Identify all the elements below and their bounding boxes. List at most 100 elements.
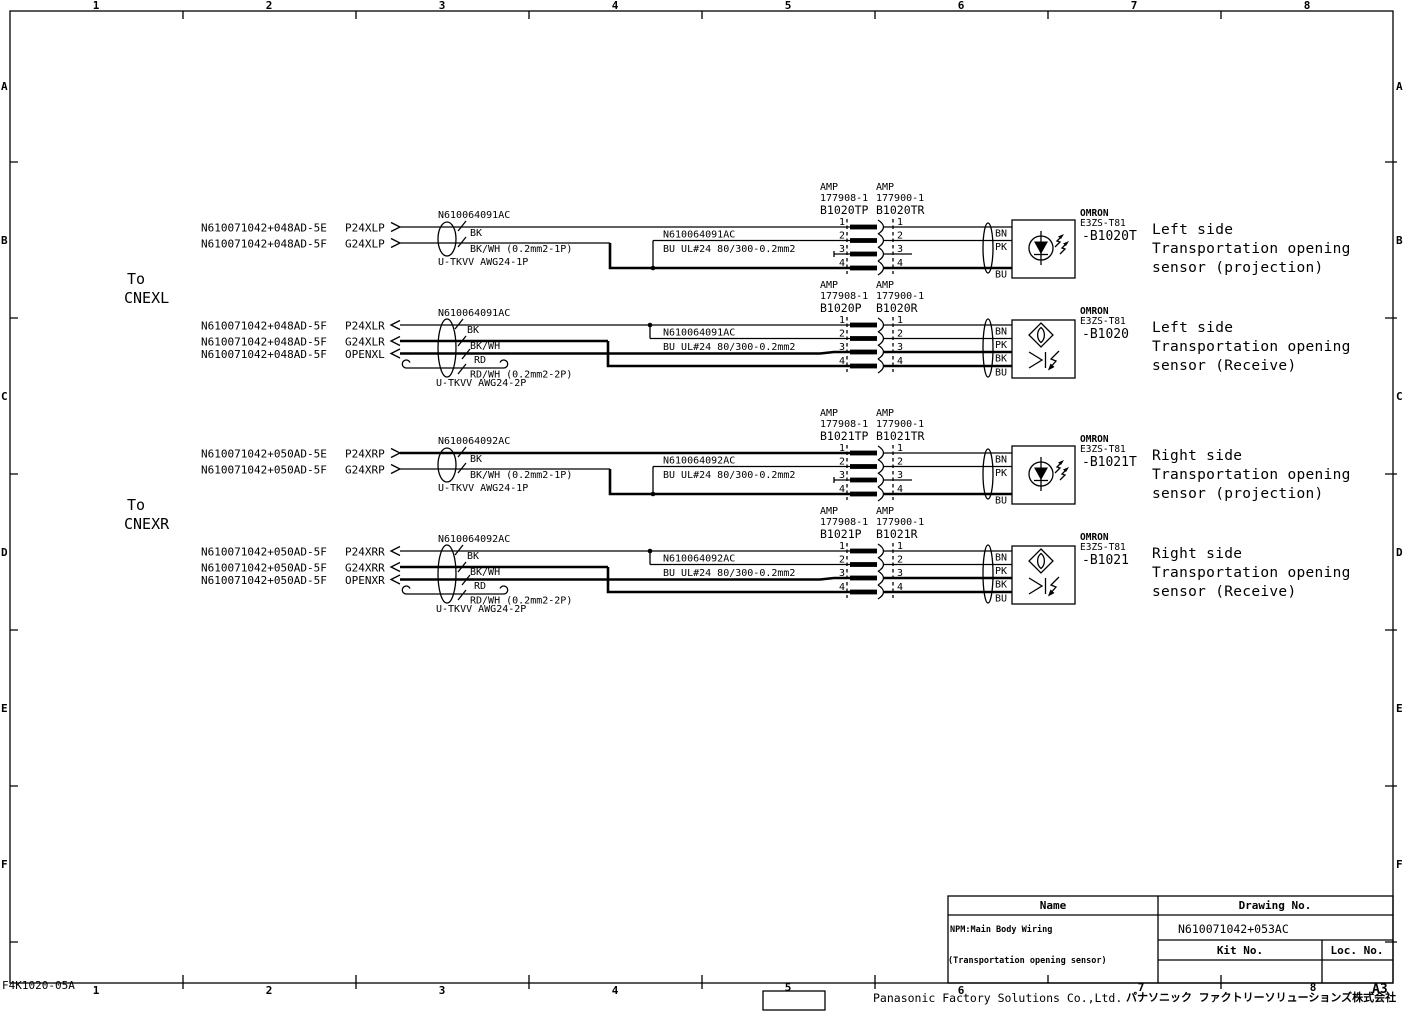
connector-pair: 1 2 3 4 1 2 3 4 AMP 177908-1 B1020TP AMP… [820, 182, 925, 276]
cable-part-number: N610064092AC [438, 436, 510, 447]
wire-color-label: BK [467, 551, 479, 562]
sensor-wire-color: BN [995, 229, 1007, 240]
cable-sheath-oval [437, 318, 457, 378]
connector-part: 177908-1 [820, 517, 868, 528]
receiver-sensor-icon [1028, 322, 1060, 371]
svg-text:2: 2 [839, 329, 845, 340]
wire-part-number: N610071042+050AD-5F [201, 562, 327, 575]
connector-pair: 1 2 3 4 1 2 3 4 AMP 177908-1 B1021P AMP … [820, 506, 924, 600]
connector-part: 177908-1 [820, 193, 868, 204]
jumper-part-number: N610064092AC [663, 554, 735, 565]
sensor-description: sensor (projection) [1152, 486, 1324, 502]
svg-text:6: 6 [958, 0, 965, 12]
wire-part-number: N610071042+050AD-5F [201, 464, 327, 477]
svg-text:1: 1 [93, 0, 100, 12]
cable-spec: U-TKVV AWG24-1P [438, 483, 528, 494]
wire-color-label: BK/WH (0.2mm2-1P) [470, 244, 572, 255]
title-block: Name Drawing No. NPM:Main Body Wiring (T… [947, 895, 1394, 984]
sensor-make: OMRON [1080, 532, 1109, 543]
signal-name: OPENXR [345, 574, 385, 587]
wire-color-tick [457, 561, 467, 573]
frame-row-ticks-right [1385, 161, 1397, 943]
jumper-part-number: N610064092AC [663, 456, 735, 467]
connector-pair: 1 2 3 4 1 2 3 4 AMP 177908-1 B1020P AMP … [820, 280, 924, 374]
sheet-size: A3 [1372, 982, 1388, 997]
signal-name: OPENXL [345, 348, 385, 361]
signal-name: P24XLP [345, 222, 385, 235]
svg-text:1: 1 [897, 315, 903, 326]
frame-row-labels-left: A B C D E F [1, 80, 8, 871]
svg-text:4: 4 [612, 0, 619, 12]
svg-text:2: 2 [266, 984, 273, 997]
wire-color-tick [457, 446, 467, 458]
svg-text:3: 3 [897, 470, 903, 481]
svg-text:B: B [1396, 234, 1403, 247]
svg-text:1: 1 [897, 443, 903, 454]
title-drawing-no: N610071042+053AC [1178, 922, 1289, 936]
svg-text:1: 1 [897, 541, 903, 552]
group-label-cnexr: To CNEXR [124, 496, 170, 533]
junction-dot [647, 322, 653, 328]
connector-make: AMP [876, 182, 894, 193]
svg-text:4: 4 [839, 484, 845, 495]
sensor-cable-sheath [982, 544, 994, 604]
title-name-line2: (Transportation opening sensor) [948, 955, 1107, 966]
arrow-in-icon [389, 335, 401, 347]
svg-text:2: 2 [897, 555, 903, 566]
sensor-description: Right side [1152, 448, 1242, 464]
wire-color-label: RD [474, 581, 486, 592]
wire-color-tick [454, 318, 464, 330]
connector-ref: B1021R [876, 527, 918, 541]
svg-text:CNEXR: CNEXR [124, 515, 170, 533]
sensor-wire-color: BU [995, 496, 1007, 507]
connector-part: 177908-1 [820, 419, 868, 430]
svg-text:1: 1 [839, 541, 845, 552]
coiled-end-icon [401, 359, 414, 369]
arrow-in-icon [389, 574, 401, 585]
connector-ref: B1021P [820, 527, 862, 541]
wire-part-number: N610071042+048AD-5F [201, 320, 327, 333]
sensor-wire-color: PK [995, 566, 1007, 577]
sensor-description: Right side [1152, 546, 1242, 562]
svg-text:5: 5 [785, 981, 792, 994]
circuit-left-projection: N610071042+048AD-5E P24XLP N610071042+04… [201, 182, 1350, 281]
connector-make: AMP [820, 408, 838, 419]
svg-text:B: B [1, 234, 8, 247]
frame-row-ticks-left [10, 161, 18, 943]
sensor-wire-color: BN [995, 553, 1007, 564]
wire-color-label: RD [474, 355, 486, 366]
sensor-wire-color: BU [995, 270, 1007, 281]
sensor-wire-color: BN [995, 327, 1007, 338]
wire-color-label: RD/WH (0.2mm2-2P) [470, 596, 572, 607]
svg-text:E: E [1396, 702, 1403, 715]
sensor-wire-color: PK [995, 242, 1007, 253]
wire-color-label: RD/WH (0.2mm2-2P) [470, 370, 572, 381]
sensor-wire-color: PK [995, 468, 1007, 479]
revision-box [762, 990, 826, 1011]
circuit-left-receive: N610071042+048AD-5F P24XLR N610071042+04… [201, 280, 1350, 389]
svg-text:4: 4 [839, 258, 845, 269]
svg-text:2: 2 [897, 457, 903, 468]
coiled-end-icon [401, 585, 414, 595]
connector-part: 177908-1 [820, 291, 868, 302]
jumper-part-number: N610064091AC [663, 328, 735, 339]
connector-make: AMP [876, 506, 894, 517]
circuit-right-receive: N610071042+050AD-5F P24XRR N610071042+05… [201, 506, 1351, 615]
arrow-in-icon [389, 348, 401, 359]
wire-color-tick [457, 363, 467, 375]
jumper-spec: BU UL#24 80/300-0.2mm2 [663, 244, 795, 255]
sensor-description: Transportation opening [1152, 565, 1351, 581]
cable-sheath-oval [437, 447, 457, 483]
svg-text:6: 6 [958, 984, 965, 997]
wire-part-number: N610071042+050AD-5E [201, 448, 327, 461]
company-name-jp: パナソニック ファクトリーソリューションズ株式会社 [1126, 990, 1396, 1004]
svg-text:4: 4 [839, 582, 845, 593]
svg-text:4: 4 [897, 258, 903, 269]
sensor-cable-sheath [982, 222, 994, 274]
signal-name: G24XRR [345, 562, 385, 575]
sensor-description: sensor (Receive) [1152, 584, 1296, 600]
svg-text:3: 3 [839, 568, 845, 579]
coiled-end-icon [496, 359, 509, 369]
arrow-out-icon [390, 447, 402, 459]
wire-part-number: N610071042+050AD-5F [201, 574, 327, 587]
